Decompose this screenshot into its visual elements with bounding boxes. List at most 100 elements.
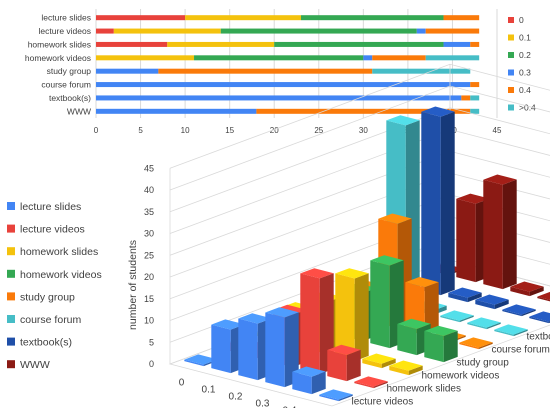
- stacked-bar-marks: [96, 15, 480, 114]
- column-front-face: [467, 322, 487, 330]
- 3d-column-legend: lecture slides lecture videos homework sli…: [7, 201, 102, 371]
- depth-category-label: homework slides: [387, 384, 461, 395]
- column-top-face: [494, 324, 528, 335]
- legend-label: WWW: [20, 359, 50, 371]
- column-side-face: [408, 365, 423, 376]
- y-tick-label: 40: [144, 185, 154, 195]
- legend-swatch: [508, 104, 514, 111]
- column-top-face: [440, 310, 474, 321]
- bar-segment: [443, 41, 471, 47]
- bar-segment: [256, 108, 471, 114]
- column-side-face: [311, 371, 326, 395]
- bar-segment: [416, 28, 426, 34]
- column-side-face: [467, 292, 482, 303]
- bar-segment: [167, 41, 275, 47]
- column-lecture-videos: [300, 268, 334, 375]
- column-top-face: [354, 376, 388, 387]
- y-tick-label: 10: [144, 316, 154, 326]
- column-homework-videos: [424, 325, 458, 363]
- column-top-face: [510, 281, 544, 292]
- column-homework-slides: [362, 353, 396, 369]
- category-label: WWW: [67, 106, 91, 116]
- x-tick-label: 45: [493, 126, 502, 135]
- column-top-face: [389, 360, 423, 371]
- legend-swatch: [508, 17, 514, 23]
- column-top-face: [370, 255, 404, 266]
- legend-swatch: [508, 69, 514, 76]
- legend-swatch: [7, 247, 15, 256]
- column-side-face: [346, 349, 361, 382]
- bar-segment: [158, 68, 373, 74]
- bar-segment: [363, 55, 373, 61]
- column-front-face: [370, 260, 390, 349]
- y-tick-label: 15: [144, 294, 154, 304]
- y-tick-label: 20: [144, 272, 154, 282]
- bar-segment: [300, 15, 444, 21]
- column-side-face: [424, 282, 439, 336]
- category-label: course forum: [41, 80, 91, 90]
- 3d-column-y-axis-title: number of students: [127, 240, 139, 330]
- x-category-label: 0.3: [256, 399, 270, 408]
- y-tick-label: 30: [144, 229, 154, 239]
- bar-segment: [425, 55, 480, 61]
- column-lecture-slides: [292, 366, 326, 395]
- y-tick-label: 45: [144, 163, 154, 173]
- 3d-column-marks: [184, 106, 550, 402]
- x-category-label: 0: [179, 378, 185, 389]
- y-tick-label: 25: [144, 250, 154, 260]
- bar-segment: [220, 28, 417, 34]
- column-side-face: [494, 299, 509, 310]
- column-homework-slides: [389, 360, 423, 376]
- bar-segment: [96, 95, 462, 101]
- column-top-face: [467, 317, 501, 328]
- legend-swatch: [7, 269, 15, 278]
- column-front-face: [397, 324, 417, 356]
- column-lecture-slides: [265, 307, 299, 388]
- column-top-face: [421, 106, 455, 117]
- bar-segment: [96, 28, 114, 34]
- depth-category-label: course forum: [492, 345, 550, 356]
- column-top-face: [424, 325, 458, 336]
- bar-segment: [96, 68, 159, 74]
- stacked-bar-category-labels: lecture slides lecture videos homework sli…: [25, 13, 91, 117]
- column-front-face: [238, 318, 258, 381]
- column-front-face: [483, 179, 503, 290]
- column-side-face: [443, 330, 458, 363]
- column-top-face: [335, 268, 369, 279]
- category-label: lecture videos: [39, 26, 91, 36]
- column-front-face: [300, 273, 320, 375]
- column-side-face: [373, 381, 388, 389]
- column-textbook-s: [448, 287, 482, 303]
- bar-segment: [274, 41, 444, 47]
- column-top-face: [502, 304, 536, 315]
- y-tick-label: 5: [149, 337, 154, 347]
- column-front-face: [502, 309, 522, 317]
- column-course-forum: [467, 317, 501, 330]
- column-side-face: [486, 322, 501, 330]
- depth-category-label: textbook(s): [527, 332, 550, 343]
- column-front-face: [529, 316, 549, 324]
- column-top-face: [327, 344, 361, 355]
- bar-segment: [372, 68, 471, 74]
- column-front-face: [537, 296, 550, 302]
- bar-segment: [96, 55, 195, 61]
- bar-segment: [470, 108, 480, 114]
- bar-segment: [470, 41, 480, 47]
- column-lecture-slides: [319, 389, 353, 402]
- legend-label: lecture videos: [20, 224, 85, 236]
- depth-category-label: study group: [457, 358, 510, 369]
- legend-swatch: [508, 52, 514, 58]
- 3d-column-x-category-labels: 00.10.20.30.4>0.4: [179, 378, 297, 408]
- gridline: [169, 63, 550, 169]
- column-top-face: [405, 277, 439, 288]
- column-top-face: [378, 213, 412, 224]
- legend-label: >0.4: [519, 103, 536, 113]
- legend-swatch: [508, 34, 514, 41]
- bar-segment: [372, 55, 426, 61]
- x-tick-label: 30: [359, 126, 368, 135]
- bar-segment: [470, 82, 480, 88]
- column-front-face: [327, 350, 347, 382]
- column-side-face: [440, 111, 455, 296]
